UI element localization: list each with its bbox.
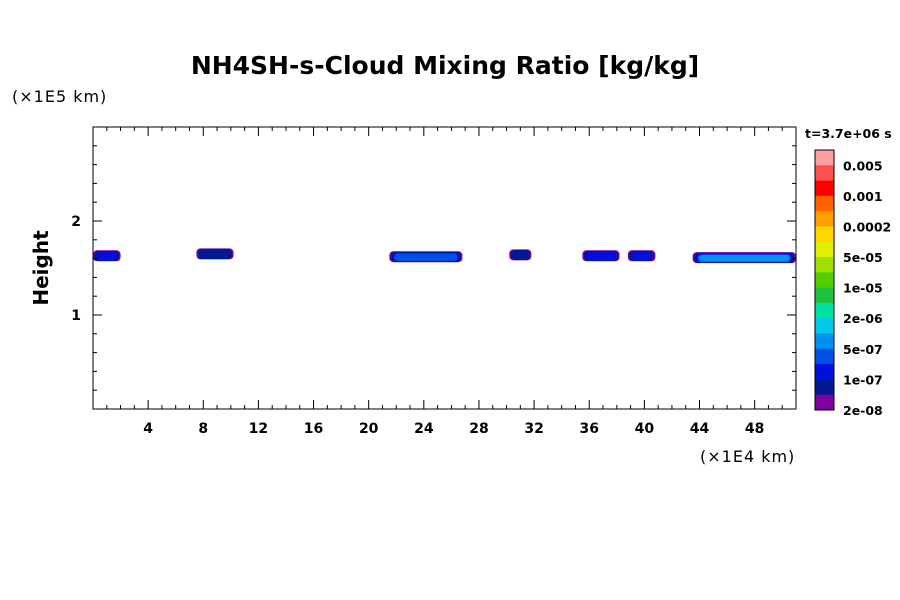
colorbar-swatch <box>815 165 834 182</box>
cloud-patch <box>196 248 234 260</box>
colorbar-label: 1e-05 <box>843 281 883 296</box>
colorbar-swatch <box>815 150 834 166</box>
colorbar-swatch <box>815 195 834 212</box>
y-axis-title: Height <box>29 230 53 306</box>
x-tick-label: 8 <box>198 421 208 437</box>
colorbar-label: 5e-07 <box>843 342 883 357</box>
x-axis-unit-label: (×1E4 km) <box>700 447 795 466</box>
cloud-field <box>93 248 796 264</box>
x-tick-label: 16 <box>304 421 323 437</box>
colorbar-swatch <box>815 211 834 227</box>
cloud-patch <box>582 250 620 262</box>
colorbar-frame <box>814 149 835 411</box>
x-tick-label: 44 <box>690 421 710 437</box>
y-axis-unit-label: (×1E5 km) <box>12 87 107 106</box>
x-tick-label: 20 <box>359 421 379 437</box>
colorbar-label: 2e-08 <box>843 403 883 418</box>
colorbar-label: 0.001 <box>843 189 883 204</box>
colorbar-swatch <box>815 241 834 258</box>
colorbar-swatch <box>815 226 834 243</box>
colorbar-label: 0.0002 <box>843 219 891 234</box>
cloud-band <box>699 254 790 262</box>
cloud-patch <box>692 252 796 264</box>
colorbar-swatch <box>815 180 834 197</box>
colorbar-label: 5e-05 <box>843 250 883 265</box>
cloud-band <box>510 250 530 260</box>
colorbar-swatch <box>815 287 834 304</box>
plot-frame <box>92 126 797 410</box>
colorbar-swatch <box>815 302 834 319</box>
x-tick-label: 32 <box>524 421 543 437</box>
cloud-band <box>394 253 458 262</box>
x-tick-label: 12 <box>249 421 268 437</box>
colorbar-swatch <box>815 348 834 365</box>
colorbar-swatch <box>815 318 834 335</box>
chart-title: NH4SH-s-Cloud Mixing Ratio [kg/kg] <box>191 51 699 80</box>
colorbar-swatch <box>815 364 834 380</box>
x-tick-label: 48 <box>745 421 764 437</box>
cloud-band <box>631 251 653 261</box>
colorbar-label: 0.005 <box>843 158 883 173</box>
y-tick-label: 1 <box>71 308 81 324</box>
cloud-patch <box>627 250 656 262</box>
colorbar-swatch <box>815 394 834 411</box>
x-tick-label: 40 <box>635 421 655 437</box>
cloud-patch <box>509 249 532 261</box>
x-tick-label: 4 <box>143 421 153 437</box>
colorbar: 0.005 0.001 0.0002 5e-05 1e-05 2e-06 5e-07 1e-0… <box>814 149 891 418</box>
y-tick-label: 2 <box>71 214 81 230</box>
colorbar-swatch <box>815 272 834 289</box>
cloud-band <box>197 249 232 259</box>
colorbar-label: 1e-07 <box>843 372 883 387</box>
cloud-patch <box>93 250 121 262</box>
cloud-band <box>585 251 617 261</box>
time-label: t=3.7e+06 s <box>805 126 892 141</box>
x-tick-label: 24 <box>414 421 434 437</box>
colorbar-swatch <box>815 379 834 396</box>
colorbar-swatch <box>815 257 834 273</box>
cloud-patch <box>389 251 463 263</box>
x-tick-label: 28 <box>469 421 488 437</box>
colorbar-label: 2e-06 <box>843 311 883 326</box>
colorbar-swatch <box>815 333 834 350</box>
cloud-band <box>96 251 118 261</box>
x-tick-label: 36 <box>579 421 598 437</box>
